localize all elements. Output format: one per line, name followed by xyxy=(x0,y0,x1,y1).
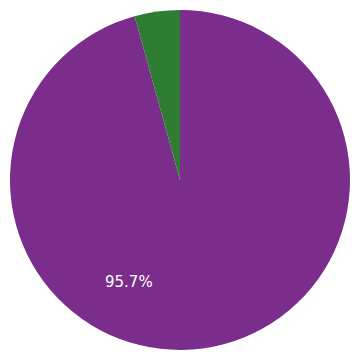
svg-text:95.7%: 95.7% xyxy=(105,273,153,291)
